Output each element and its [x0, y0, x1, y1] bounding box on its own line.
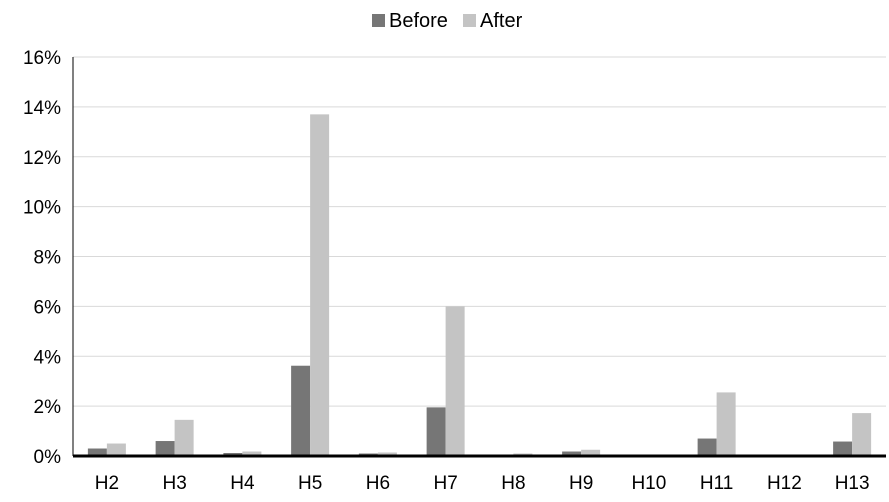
x-tick-label: H8	[501, 473, 525, 494]
legend-label: Before	[389, 10, 448, 32]
y-tick-label: 6%	[34, 297, 62, 318]
y-tick-label: 16%	[23, 48, 61, 69]
x-tick-label: H5	[298, 473, 322, 494]
bar-before-h3	[156, 441, 175, 456]
x-tick-label: H12	[767, 473, 802, 494]
x-tick-label: H10	[631, 473, 666, 494]
x-tick-label: H2	[95, 473, 119, 494]
bar-after-h3	[175, 420, 194, 456]
y-tick-label: 2%	[34, 397, 62, 418]
x-tick-label: H13	[835, 473, 870, 494]
y-tick-label: 14%	[23, 98, 61, 119]
bar-before-h5	[291, 366, 310, 456]
y-tick-labels: 0% 2% 4% 6% 8% 10% 12% 14% 16%	[23, 48, 61, 468]
y-tick-label: 12%	[23, 148, 61, 169]
legend-item-after: After	[463, 10, 523, 32]
bar-after-h11	[717, 392, 736, 456]
gridlines	[73, 57, 886, 406]
bar-after-h7	[446, 306, 465, 456]
x-tick-label: H3	[162, 473, 186, 494]
x-tick-label: H9	[569, 473, 593, 494]
x-tick-label: H6	[366, 473, 390, 494]
legend-swatch	[372, 14, 385, 27]
y-tick-label: 4%	[34, 347, 62, 368]
bar-after-h13	[852, 413, 871, 456]
y-tick-label: 0%	[34, 447, 62, 468]
bar-after-h5	[310, 114, 329, 456]
legend-item-before: Before	[372, 10, 448, 32]
bar-before-h13	[833, 442, 852, 456]
bar-before-h7	[427, 407, 446, 456]
x-tick-label: H7	[433, 473, 457, 494]
legend-swatch	[463, 14, 476, 27]
y-tick-label: 10%	[23, 198, 61, 219]
x-tick-label: H11	[700, 473, 733, 494]
legend-label: After	[480, 10, 523, 32]
bar-before-h11	[698, 439, 717, 456]
bars	[88, 114, 871, 456]
x-tick-labels: H2 H3 H4 H5 H6 H7 H8 H9 H10 H11 H12 H13	[95, 473, 870, 494]
x-tick-label: H4	[230, 473, 255, 494]
legend: Before After	[372, 10, 523, 32]
y-tick-label: 8%	[34, 248, 62, 269]
bar-after-h2	[107, 444, 126, 456]
